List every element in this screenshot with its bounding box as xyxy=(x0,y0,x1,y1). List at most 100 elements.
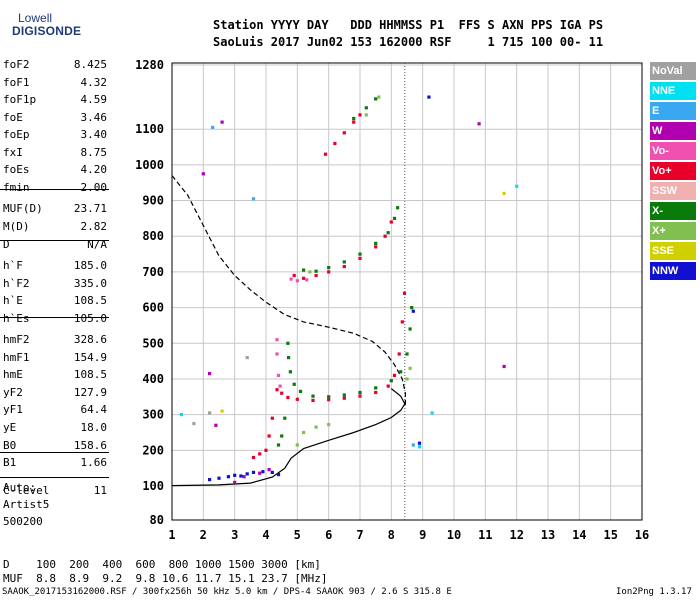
chart-grid xyxy=(171,62,643,521)
param-value: 4.32 xyxy=(80,75,108,89)
echo-point-voplus xyxy=(311,398,315,402)
param-key: yF2 xyxy=(3,385,23,399)
param-key: hmF2 xyxy=(3,333,30,347)
param-value: 154.9 xyxy=(73,350,107,364)
param-key: h`E xyxy=(3,294,23,308)
echo-point-xminus xyxy=(276,443,281,447)
echo-point-voplus xyxy=(358,256,362,260)
param-key: M(D) xyxy=(3,219,30,233)
echo-point-nnw xyxy=(217,476,221,480)
echo-point-vominus xyxy=(275,338,279,342)
param-value: 11 xyxy=(93,483,107,497)
echo-point-vominus xyxy=(305,278,309,282)
echo-point-voplus xyxy=(352,120,356,124)
legend-item-x-: X+ xyxy=(650,222,696,240)
echo-point-nne xyxy=(417,445,422,449)
echo-point-xminus xyxy=(327,266,331,270)
param-key: hmF1 xyxy=(3,350,30,364)
legend-item-vo-: Vo- xyxy=(650,142,696,160)
echo-point-vominus xyxy=(295,279,299,283)
echo-point-xminus xyxy=(399,370,403,374)
param-key: B1 xyxy=(3,456,17,470)
param-row: yE 18.0 xyxy=(3,421,107,438)
param-key: h`Es xyxy=(3,311,30,325)
echo-point-voplus xyxy=(327,398,331,402)
echo-point-nnw xyxy=(411,309,415,313)
echo-point-voplus xyxy=(402,291,407,295)
param-key: fmin xyxy=(3,180,30,194)
legend-item-noval: NoVal xyxy=(650,62,696,80)
param-row: C-level 11 xyxy=(3,484,107,501)
param-key: h`F2 xyxy=(3,276,30,290)
echo-point-xplus xyxy=(295,443,299,447)
echo-point-voplus xyxy=(327,270,331,274)
echo-point-voplus xyxy=(342,396,346,400)
param-separator xyxy=(0,189,109,190)
legend-item-nne: NNE xyxy=(650,82,696,100)
echo-point-xminus xyxy=(358,390,362,395)
echo-point-voplus xyxy=(342,131,346,135)
param-value: 18.0 xyxy=(80,421,108,434)
echo-point-nnw xyxy=(226,475,230,479)
param-row: M(D) 2.82 xyxy=(3,220,107,237)
x-tick-label: 11 xyxy=(478,528,492,542)
legend-item-ssw: SSW xyxy=(650,182,696,200)
param-row: yF1 64.4 xyxy=(3,403,107,420)
param-key: D xyxy=(3,237,10,251)
x-tick-label: 10 xyxy=(447,528,461,542)
x-tick-label: 8 xyxy=(388,528,395,542)
x-tick-label: 3 xyxy=(231,528,238,542)
ionogram-chart: 8010020030040050060070080090010001100128… xyxy=(135,58,649,542)
param-key: foF1 xyxy=(3,75,30,89)
param-key: foEp xyxy=(3,128,30,142)
param-value: 108.5 xyxy=(73,294,107,308)
echo-point-voplus xyxy=(342,265,346,269)
echo-point-vominus xyxy=(278,384,282,388)
param-row: foE 3.46 xyxy=(3,111,107,128)
echo-point-voplus xyxy=(389,220,393,224)
x-tick-label: 1 xyxy=(168,528,175,542)
echo-point-voplus xyxy=(386,384,390,388)
param-value: 3.46 xyxy=(80,110,108,124)
x-tick-label: 6 xyxy=(325,528,332,542)
param-row: MUF(D) 23.71 xyxy=(3,202,107,219)
echo-point-voplus xyxy=(280,391,284,395)
echo-point-voplus xyxy=(267,434,271,438)
echo-point-e xyxy=(211,125,215,129)
echo-point-nnw xyxy=(233,473,237,477)
param-row: foEs 4.20 xyxy=(3,163,107,180)
echo-point-xminus xyxy=(280,434,284,438)
param-value: 4.20 xyxy=(80,163,108,177)
legend-item-e: E xyxy=(650,102,696,120)
echo-point-vominus xyxy=(289,277,293,281)
y-tick-label: 80 xyxy=(150,513,164,527)
y-tick-label: 800 xyxy=(142,229,164,243)
echo-point-xminus xyxy=(314,269,318,273)
param-key: foF1p xyxy=(3,93,37,107)
echo-point-nne xyxy=(515,184,519,188)
echo-point-voplus xyxy=(323,152,328,156)
echo-point-xplus xyxy=(308,270,312,274)
echo-point-nnw xyxy=(270,470,274,474)
param-key: foE xyxy=(3,110,23,124)
echo-point-voplus xyxy=(374,245,378,249)
header-line-1: Station YYYY DAY DDD HHMMSS P1 FFS S AXN… xyxy=(213,18,604,32)
param-row: fmin 2.00 xyxy=(3,181,107,198)
x-tick-label: 13 xyxy=(541,528,555,542)
param-value: 105.0 xyxy=(73,311,107,325)
param-row: h`Es 105.0 xyxy=(3,312,107,329)
echo-point-nnw xyxy=(261,470,265,474)
param-key: fxI xyxy=(3,145,23,159)
auto-label: Auto: xyxy=(3,481,37,494)
echo-point-xminus xyxy=(292,382,296,386)
echo-point-xminus xyxy=(392,216,397,220)
echo-point-xminus xyxy=(302,268,306,272)
echo-point-nne xyxy=(179,413,183,417)
echo-point-xminus xyxy=(408,327,412,331)
echo-point-xminus xyxy=(396,206,400,210)
echo-point-w xyxy=(220,120,224,124)
footer-version: Ion2Png 1.3.17 xyxy=(616,587,692,597)
echo-point-xminus xyxy=(342,260,346,264)
echo-point-voplus xyxy=(270,416,274,420)
auto-version: 500200 xyxy=(3,515,43,528)
